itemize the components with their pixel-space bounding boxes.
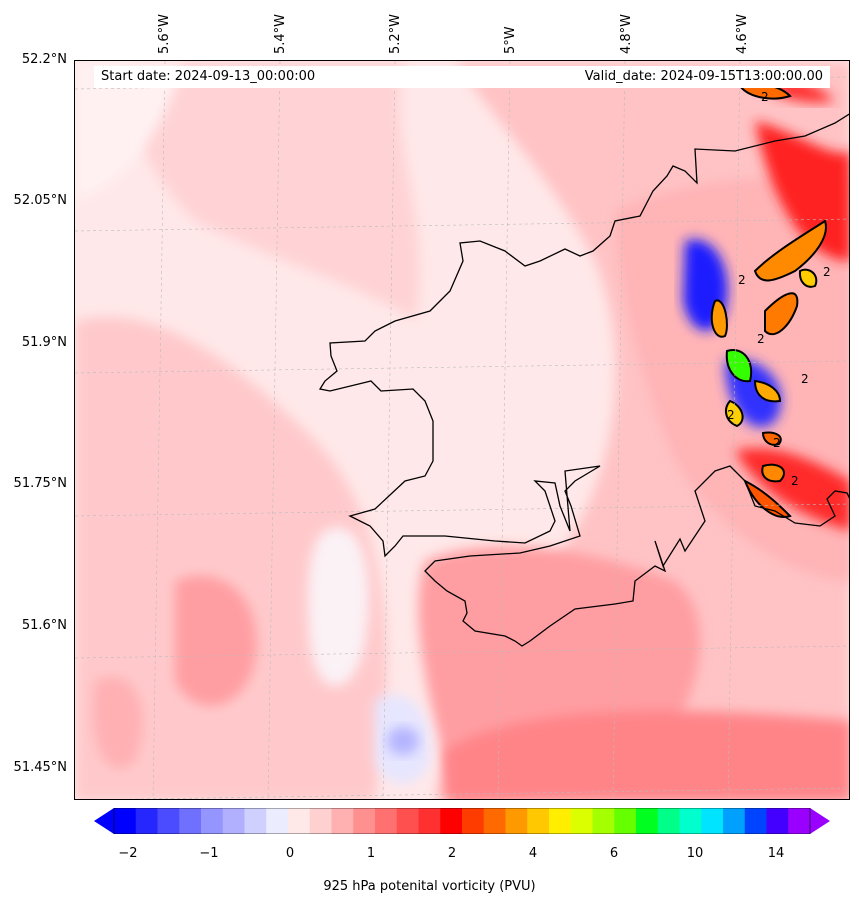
- colorbar-cell: [723, 808, 746, 834]
- colorbar-cell: [396, 808, 419, 834]
- colorbar-cell: [222, 808, 245, 834]
- colorbar-cell: [309, 808, 332, 834]
- colorbar-tick-label: 14: [767, 846, 785, 861]
- lon-label: 4.8°W: [619, 13, 634, 54]
- lon-label: 5°W: [503, 26, 518, 54]
- colorbar-cell: [592, 808, 615, 834]
- colorbar-cell: [549, 808, 572, 834]
- colorbar-extend-low: [94, 808, 114, 834]
- colorbar-extend-high: [810, 808, 830, 834]
- colorbar-cell: [440, 808, 463, 834]
- colorbar-cell: [679, 808, 702, 834]
- colorbar-cell: [288, 808, 311, 834]
- contour-label: 2: [801, 372, 809, 386]
- contour-labels: 2 2 2 2 2 2 2 2: [727, 90, 831, 488]
- lat-label: 51.75°N: [13, 476, 67, 491]
- colorbar-tick-label: 1: [366, 846, 376, 861]
- lon-label: 5.6°W: [157, 13, 172, 54]
- contour-label: 2: [791, 474, 799, 488]
- colorbar: [94, 808, 830, 834]
- lon-label: 5.4°W: [273, 13, 288, 54]
- map-panel: 2 2 2 2 2 2 2 2: [74, 60, 850, 800]
- colorbar-cell: [375, 808, 398, 834]
- lat-label: 51.6°N: [21, 618, 67, 633]
- colorbar-tick-label: 0: [285, 846, 295, 861]
- contour-label: 2: [757, 332, 765, 346]
- pv-field-map: 2 2 2 2 2 2 2 2: [75, 61, 849, 799]
- lon-label: 4.6°W: [735, 13, 750, 54]
- valid-date-label: Valid_date: 2024-09-15T13:00:00.00: [584, 69, 823, 84]
- colorbar-cell: [331, 808, 354, 834]
- colorbar-cell: [201, 808, 224, 834]
- colorbar-tick-label: 6: [609, 846, 619, 861]
- colorbar-cell: [657, 808, 680, 834]
- contour-label: 2: [738, 273, 746, 287]
- colorbar-cell: [157, 808, 180, 834]
- colorbar-cell: [636, 808, 659, 834]
- colorbar-cell: [483, 808, 506, 834]
- contour-label: 2: [773, 436, 781, 450]
- contour-label: 2: [823, 265, 831, 279]
- colorbar-cell: [701, 808, 724, 834]
- lon-label: 5.2°W: [388, 13, 403, 54]
- coastline: [318, 113, 849, 647]
- pv-region: [175, 575, 257, 706]
- pv-region: [387, 727, 419, 755]
- colorbar-cell: [614, 808, 637, 834]
- colorbar-cell: [114, 808, 137, 834]
- pv-region: [308, 527, 369, 686]
- colorbar-tick-label: 10: [686, 846, 704, 861]
- pv-region: [129, 61, 420, 321]
- lat-label: 52.2°N: [21, 52, 67, 67]
- colorbar-cell: [244, 808, 267, 834]
- colorbar-tick-label: −2: [118, 846, 138, 861]
- colorbar-cell: [527, 808, 550, 834]
- colorbar-cell: [505, 808, 528, 834]
- lat-label: 51.9°N: [21, 335, 67, 350]
- colorbar-cell: [418, 808, 441, 834]
- start-date-label: Start date: 2024-09-13_00:00:00: [101, 69, 316, 84]
- colorbar-cell: [744, 808, 767, 834]
- colorbar-cell: [135, 808, 158, 834]
- colorbar-tick-label: −1: [199, 846, 219, 861]
- colorbar-cell: [353, 808, 376, 834]
- colorbar-tick-label: 4: [528, 846, 538, 861]
- colorbar-cell: [462, 808, 485, 834]
- colorbar-cell: [266, 808, 289, 834]
- colorbar-label: 925 hPa potenital vorticity (PVU): [323, 879, 536, 894]
- colorbar-cell: [179, 808, 202, 834]
- lat-label: 52.05°N: [13, 193, 67, 208]
- pv-region: [75, 61, 185, 201]
- colorbar-tick-label: 2: [447, 846, 457, 861]
- contour-label: 2: [727, 408, 735, 422]
- contour-label: 2: [761, 90, 769, 104]
- pv-contours: [710, 83, 827, 518]
- colorbar-cell: [766, 808, 789, 834]
- info-bar: Start date: 2024-09-13_00:00:00 Valid_da…: [94, 66, 830, 88]
- pv-region: [75, 317, 387, 799]
- colorbar-cell: [570, 808, 593, 834]
- lat-label: 51.45°N: [13, 760, 67, 775]
- colorbar-cell: [788, 808, 811, 834]
- pv-region: [93, 676, 143, 769]
- pv-region: [445, 711, 849, 799]
